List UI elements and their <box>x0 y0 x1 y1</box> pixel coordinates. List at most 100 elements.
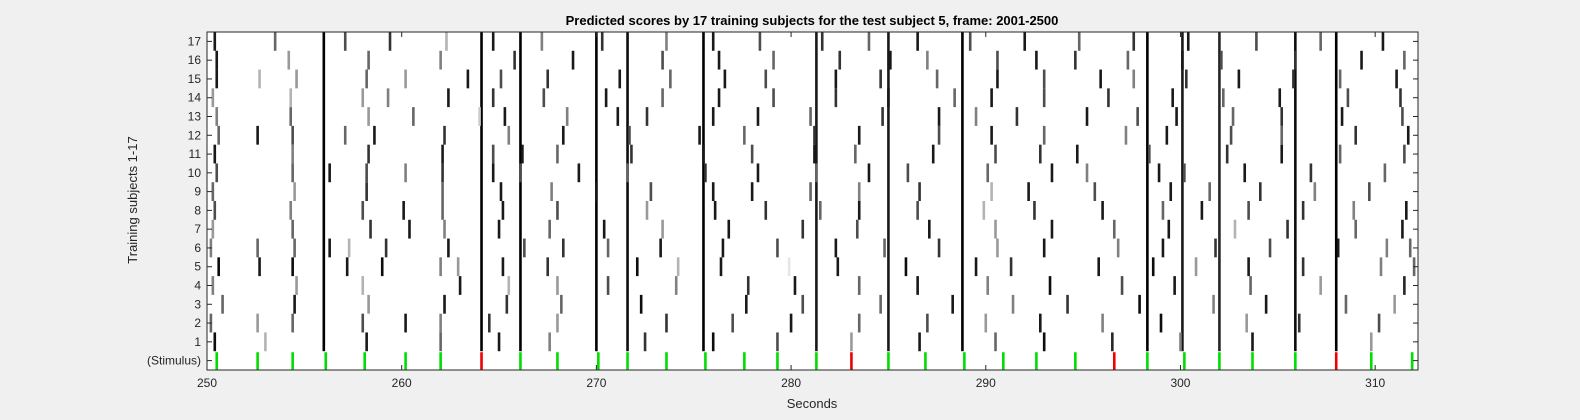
score-mark-subject-15 <box>834 69 838 89</box>
score-mark-subject-13 <box>616 107 620 126</box>
y-tick-label: 17 <box>188 34 202 48</box>
score-mark-subject-3 <box>505 294 509 314</box>
score-mark-subject-8 <box>916 201 919 220</box>
score-mark-subject-4 <box>458 276 462 295</box>
score-mark-subject-1 <box>365 332 368 352</box>
common-event-mark <box>1334 32 1338 352</box>
score-mark-subject-11 <box>702 144 705 164</box>
score-mark-subject-6 <box>834 238 838 258</box>
score-mark-subject-13 <box>756 107 760 126</box>
score-mark-subject-8 <box>1247 201 1250 220</box>
stimulus-mark-green <box>1183 352 1186 370</box>
score-mark-subject-17 <box>600 32 604 51</box>
score-mark-subject-14 <box>717 88 721 108</box>
score-mark-subject-15 <box>764 69 768 89</box>
score-mark-subject-1 <box>850 332 853 352</box>
score-mark-subject-8 <box>713 201 717 220</box>
score-mark-subject-1 <box>497 332 501 352</box>
score-mark-subject-6 <box>606 238 610 258</box>
score-mark-subject-7 <box>727 219 731 239</box>
score-mark-subject-6 <box>1336 238 1340 258</box>
score-mark-subject-7 <box>1286 219 1289 239</box>
stimulus-mark-green <box>1074 352 1077 370</box>
score-mark-subject-12 <box>1280 125 1284 145</box>
score-mark-subject-16 <box>1403 50 1406 70</box>
score-mark-subject-5 <box>501 257 505 277</box>
y-tick-label: 11 <box>189 147 202 161</box>
score-mark-subject-13 <box>645 107 649 126</box>
common-event-mark <box>322 32 326 352</box>
score-mark-subject-7 <box>602 219 606 239</box>
score-mark-subject-6 <box>1042 238 1046 258</box>
score-mark-subject-8 <box>1352 201 1356 220</box>
score-mark-subject-13 <box>1136 107 1139 126</box>
stimulus-mark-red <box>1334 352 1338 370</box>
stimulus-mark-green <box>1035 352 1038 370</box>
score-mark-subject-6 <box>1116 238 1120 258</box>
score-mark-subject-16 <box>926 50 929 70</box>
score-mark-subject-1 <box>439 332 442 352</box>
score-mark-subject-16 <box>571 50 575 70</box>
score-mark-subject-9 <box>1027 182 1030 201</box>
common-event-mark <box>626 32 629 352</box>
score-mark-subject-12 <box>507 125 511 145</box>
score-mark-subject-3 <box>951 294 954 314</box>
score-mark-subject-17 <box>388 32 392 51</box>
score-mark-subject-3 <box>1264 294 1268 314</box>
score-mark-subject-4 <box>674 276 678 295</box>
score-mark-subject-7 <box>497 219 501 239</box>
stimulus-mark-green <box>704 352 707 370</box>
score-mark-subject-16 <box>1126 50 1130 70</box>
score-mark-subject-7 <box>801 219 805 239</box>
score-mark-subject-9 <box>293 182 296 201</box>
y-tick-label: 5 <box>194 260 201 274</box>
score-mark-subject-15 <box>879 69 882 89</box>
score-mark-subject-14 <box>1171 88 1174 108</box>
score-mark-subject-4 <box>1120 276 1124 295</box>
score-mark-subject-6 <box>721 238 725 258</box>
y-tick-label: 8 <box>194 203 201 217</box>
stimulus-mark-green <box>963 352 966 370</box>
stimulus-mark-red <box>480 352 483 370</box>
stimulus-mark-green <box>556 352 559 370</box>
y-tick-label: 7 <box>194 222 201 236</box>
score-mark-subject-9 <box>990 182 993 201</box>
score-mark-subject-14 <box>447 88 450 108</box>
score-mark-subject-7 <box>548 219 551 239</box>
score-mark-subject-2 <box>256 313 259 333</box>
score-mark-subject-11 <box>750 144 754 164</box>
stimulus-mark-green <box>1218 352 1221 370</box>
score-mark-subject-11 <box>1148 144 1151 164</box>
y-tick-label: 6 <box>194 241 201 255</box>
score-mark-subject-10 <box>1243 163 1247 183</box>
score-mark-subject-16 <box>367 50 370 70</box>
score-mark-subject-3 <box>1344 294 1348 314</box>
score-mark-subject-10 <box>328 163 331 183</box>
score-mark-subject-14 <box>604 88 608 108</box>
score-mark-subject-15 <box>1292 69 1295 89</box>
stimulus-mark-green <box>924 352 927 370</box>
score-mark-subject-15 <box>1132 69 1136 89</box>
score-mark-subject-1 <box>918 332 921 352</box>
score-mark-subject-10 <box>986 163 990 183</box>
score-mark-subject-6 <box>447 238 450 258</box>
stimulus-mark-green <box>519 352 522 370</box>
score-mark-subject-6 <box>776 238 779 258</box>
score-mark-subject-12 <box>698 125 701 145</box>
score-mark-subject-9 <box>918 182 921 201</box>
score-mark-subject-7 <box>443 219 446 239</box>
score-mark-subject-17 <box>916 32 919 51</box>
score-mark-subject-7 <box>1112 219 1116 239</box>
score-mark-subject-17 <box>758 32 762 51</box>
score-mark-subject-9 <box>1313 182 1317 201</box>
common-event-mark <box>480 32 483 352</box>
score-mark-subject-17 <box>491 32 495 51</box>
score-mark-subject-8 <box>441 201 444 220</box>
score-mark-subject-10 <box>756 163 760 183</box>
score-mark-subject-11 <box>1338 144 1342 164</box>
score-mark-subject-8 <box>857 201 861 220</box>
score-mark-subject-17 <box>711 32 715 51</box>
score-mark-subject-3 <box>1066 294 1069 314</box>
stimulus-mark-green <box>439 352 442 370</box>
x-tick-label: 260 <box>392 376 412 390</box>
